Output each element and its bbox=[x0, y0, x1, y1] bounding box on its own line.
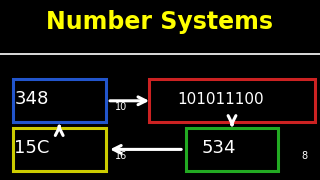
Text: 16: 16 bbox=[115, 151, 127, 161]
Text: Number Systems: Number Systems bbox=[46, 10, 274, 35]
Text: 10: 10 bbox=[115, 102, 127, 112]
Text: 348: 348 bbox=[15, 90, 49, 108]
Text: 101011100: 101011100 bbox=[177, 91, 264, 107]
Text: 534: 534 bbox=[201, 139, 236, 157]
Text: 8: 8 bbox=[301, 151, 307, 161]
Text: 15C: 15C bbox=[14, 139, 50, 157]
